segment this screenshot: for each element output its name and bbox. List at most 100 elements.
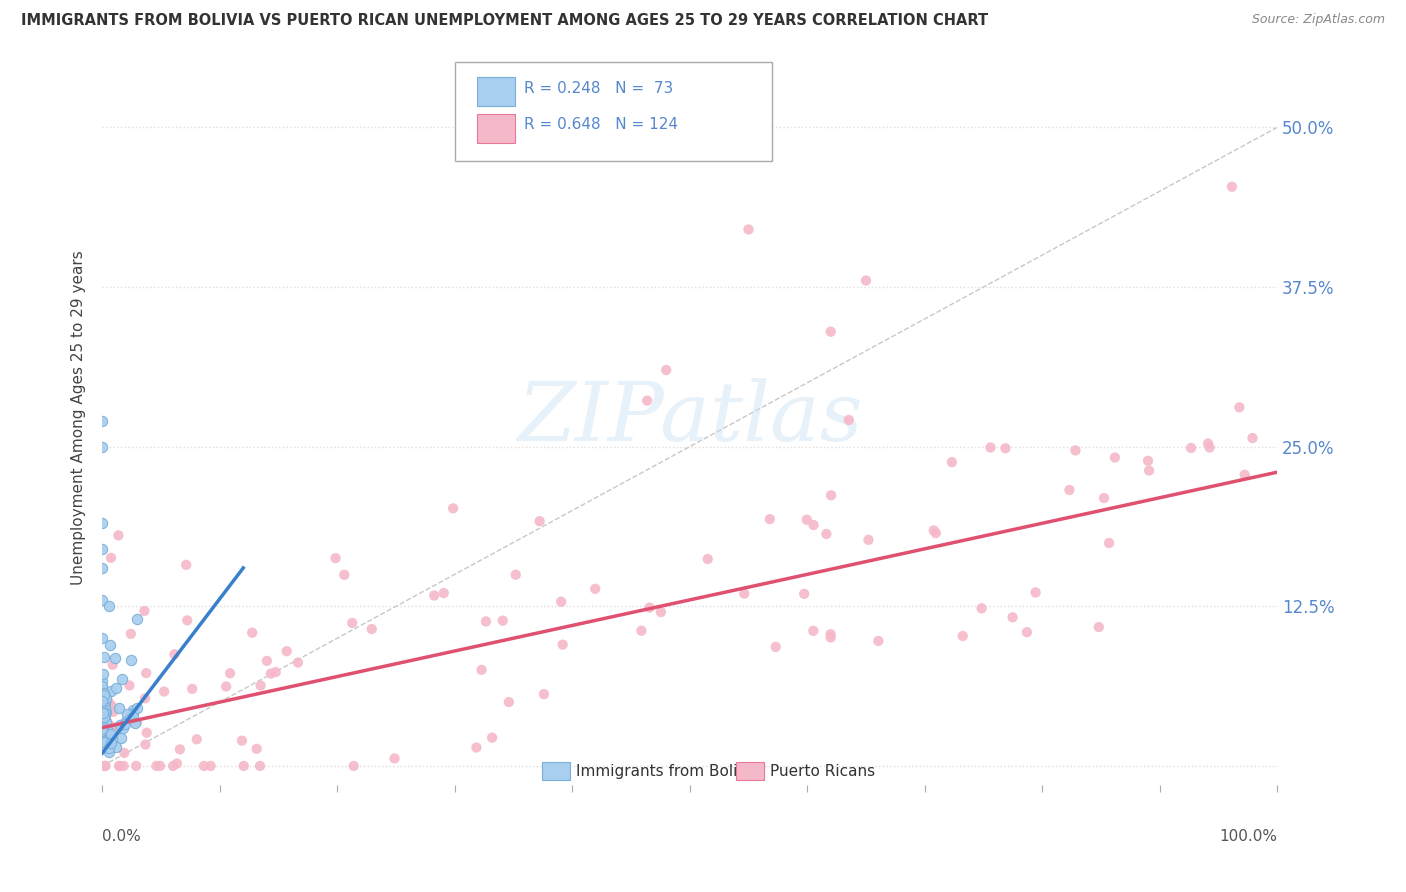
Point (127, 714, 149, 729)
Point (249, 679, 271, 693)
Point (107, 720, 129, 734)
Point (96, 714, 118, 729)
Point (91, 741, 114, 756)
Point (759, 512, 782, 526)
Point (93, 759, 115, 773)
Point (796, 513, 818, 527)
Point (111, 672, 134, 686)
Point (481, 731, 503, 745)
Point (118, 712, 141, 726)
Point (636, 393, 658, 408)
Point (125, 759, 148, 773)
Point (107, 700, 129, 714)
Point (112, 759, 135, 773)
Point (465, 740, 488, 755)
Point (655, 363, 678, 377)
Point (264, 665, 287, 680)
Point (922, 524, 945, 538)
Point (101, 657, 124, 672)
Point (93, 735, 115, 749)
Point (820, 325, 842, 339)
Point (149, 759, 172, 773)
Point (122, 709, 145, 723)
Point (94, 694, 117, 708)
Point (855, 274, 877, 288)
Point (737, 222, 759, 236)
Point (94, 701, 117, 715)
Point (93, 696, 115, 710)
FancyBboxPatch shape (477, 114, 515, 144)
Point (162, 759, 184, 773)
Point (91, 720, 114, 734)
Point (333, 567, 356, 582)
Point (98, 741, 121, 756)
Point (100, 732, 122, 747)
Point (820, 488, 842, 502)
Point (550, 595, 572, 609)
Point (952, 629, 974, 643)
Point (1180, 441, 1202, 455)
Point (793, 587, 815, 601)
FancyBboxPatch shape (735, 763, 763, 780)
Point (1092, 491, 1115, 505)
Point (97, 723, 120, 738)
Point (1098, 536, 1121, 550)
Point (529, 514, 551, 528)
Point (93, 688, 115, 702)
Point (820, 631, 842, 645)
Point (1198, 441, 1220, 455)
Point (94, 715, 117, 730)
Point (120, 652, 142, 666)
Point (135, 725, 157, 739)
Point (91, 694, 114, 708)
Point (1241, 431, 1264, 445)
FancyBboxPatch shape (541, 763, 569, 780)
Point (166, 756, 188, 771)
Point (858, 533, 880, 547)
Point (134, 738, 156, 752)
Point (91, 728, 114, 742)
Point (1059, 483, 1081, 497)
Point (505, 567, 527, 582)
Point (91, 711, 114, 725)
Point (433, 586, 456, 600)
Point (94, 691, 117, 706)
Point (765, 640, 787, 654)
Point (176, 613, 198, 627)
Point (120, 627, 142, 641)
Point (181, 681, 204, 696)
Point (98, 599, 121, 613)
Point (215, 680, 238, 694)
Point (112, 746, 135, 760)
Point (91, 631, 114, 645)
Point (423, 589, 446, 603)
Point (118, 710, 141, 724)
Point (551, 638, 574, 652)
Point (276, 644, 298, 658)
Point (91, 561, 114, 575)
Point (342, 615, 364, 630)
Point (384, 751, 406, 765)
Point (94, 707, 117, 722)
Point (1104, 450, 1126, 465)
Point (91, 713, 114, 727)
Point (91, 687, 114, 701)
Point (153, 684, 176, 698)
Point (103, 705, 125, 719)
Point (470, 663, 492, 677)
Point (94, 706, 117, 720)
Point (246, 741, 269, 756)
Point (97, 745, 120, 759)
Point (91, 541, 114, 556)
Point (820, 627, 842, 641)
Point (1064, 443, 1087, 458)
Point (1229, 401, 1251, 415)
Point (1015, 625, 1038, 640)
Point (98, 638, 121, 652)
Point (970, 601, 993, 615)
Point (925, 526, 948, 541)
Point (98, 737, 121, 751)
Point (105, 681, 128, 696)
Point (91, 667, 114, 681)
Point (630, 624, 652, 638)
